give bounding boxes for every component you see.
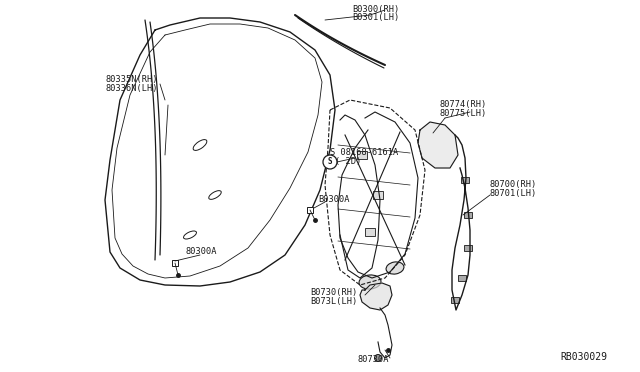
Polygon shape [418,122,458,168]
Circle shape [323,155,337,169]
Text: ( 2D): ( 2D) [335,157,361,166]
Text: RB030029: RB030029 [560,352,607,362]
FancyBboxPatch shape [464,245,472,251]
Text: B0301(LH): B0301(LH) [352,13,399,22]
Text: 80336N(LH): 80336N(LH) [105,84,157,93]
Text: 80774(RH): 80774(RH) [440,100,487,109]
FancyBboxPatch shape [365,228,375,236]
Text: B0300A: B0300A [318,195,349,204]
FancyBboxPatch shape [464,212,472,218]
FancyBboxPatch shape [373,191,383,199]
Ellipse shape [386,262,404,274]
Ellipse shape [359,275,381,289]
Text: B0300(RH): B0300(RH) [352,5,399,14]
Text: 80730A: 80730A [358,355,390,364]
Text: B073L(LH): B073L(LH) [310,297,357,306]
FancyBboxPatch shape [461,177,469,183]
Text: S: S [328,157,332,167]
FancyBboxPatch shape [451,297,459,303]
FancyBboxPatch shape [458,275,466,281]
Text: B0730(RH): B0730(RH) [310,288,357,297]
Polygon shape [360,283,392,310]
Text: 80700(RH): 80700(RH) [490,180,537,189]
Text: 80300A: 80300A [185,247,216,256]
Text: S 08168-6161A: S 08168-6161A [330,148,398,157]
Text: 80335N(RH): 80335N(RH) [105,75,157,84]
Text: 80701(LH): 80701(LH) [490,189,537,198]
Text: 80775(LH): 80775(LH) [440,109,487,118]
FancyBboxPatch shape [357,151,367,159]
Circle shape [374,355,381,362]
